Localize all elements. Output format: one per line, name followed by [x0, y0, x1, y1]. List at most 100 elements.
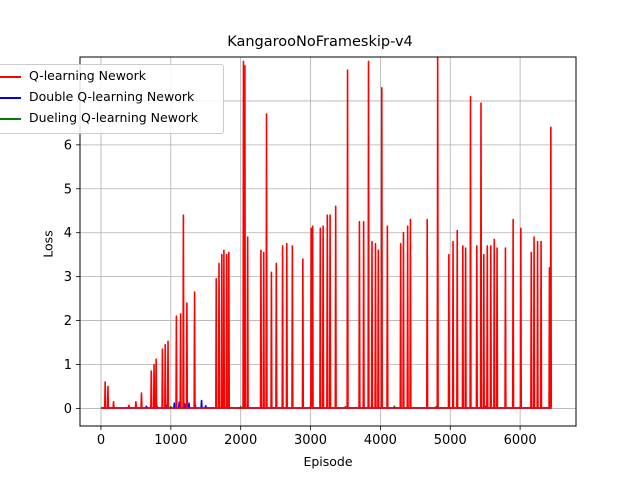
x-tick-label: 2000 [224, 433, 257, 448]
series-spike [402, 231, 405, 408]
series-spike [326, 214, 329, 408]
series-spike [519, 227, 523, 408]
legend-swatch-dueling-q-learning [0, 118, 21, 120]
series-spike [270, 271, 273, 408]
axes-frame [79, 56, 577, 427]
series-spike [539, 240, 543, 408]
series-spike [275, 262, 278, 408]
series-spike [164, 343, 167, 408]
series-spike [493, 238, 496, 408]
series-spike [489, 245, 492, 408]
legend-swatch-q-learning [0, 76, 21, 78]
tick-layer: 0 1000 2000 3000 4000 5000 6000 0 1 2 3 4 5 6 [64, 100, 537, 448]
series-spike [532, 236, 536, 408]
series-spike [549, 126, 553, 408]
series-spike [220, 253, 224, 408]
series-spike [112, 401, 115, 408]
series-spike [380, 86, 383, 408]
series-spike [406, 225, 409, 408]
series-spike [301, 258, 305, 408]
series-spike [140, 392, 143, 408]
series-spike [134, 401, 138, 408]
series-spike [426, 218, 429, 408]
series-spike [386, 225, 389, 408]
series-spike [495, 247, 499, 408]
series-spike [461, 245, 465, 408]
series-spike [227, 251, 230, 408]
series-spike [187, 402, 191, 408]
series-spike [377, 249, 380, 408]
series-spike [150, 370, 153, 408]
series-spike [242, 60, 245, 408]
legend-item-dueling-q-learning: Dueling Q-learning Nework [0, 109, 223, 129]
series-spike [486, 245, 489, 408]
series-spike [265, 113, 268, 408]
series-spike [175, 315, 178, 408]
series-spike [358, 220, 361, 408]
legend-item-double-q-learning: Double Q-learning Nework [0, 88, 223, 108]
y-tick-label: 4 [64, 226, 72, 241]
series-spike [436, 56, 439, 408]
series-spike [185, 302, 189, 408]
series-layer [100, 56, 553, 409]
series-0 [100, 56, 553, 409]
series-spike [225, 253, 228, 408]
series-spike [179, 313, 182, 408]
series-spike [145, 405, 148, 408]
series-spike [311, 225, 314, 408]
x-tick-label: 4000 [364, 433, 397, 448]
series-spike [374, 242, 377, 408]
series-spike [222, 249, 226, 408]
series-spike [193, 291, 196, 408]
series-spike [399, 242, 402, 408]
legend-label-double-q-learning: Double Q-learning Nework [29, 89, 195, 104]
series-spike [154, 358, 158, 408]
series-spike [243, 64, 247, 408]
series-spike [511, 218, 515, 408]
series-spike [182, 214, 185, 408]
series-spike [367, 60, 370, 408]
series-spike [310, 227, 313, 408]
series-spike [217, 262, 221, 408]
legend-swatch-double-q-learning [0, 97, 21, 99]
series-spike [409, 218, 412, 408]
series-spike [161, 348, 164, 408]
x-tick-label: 3000 [294, 433, 327, 448]
series-spike [152, 363, 156, 408]
series-spike [281, 245, 284, 408]
series-spike [328, 214, 332, 408]
series-spike [321, 225, 325, 408]
series-spike [291, 245, 294, 408]
series-spike [285, 242, 288, 408]
legend-item-q-learning: Q-learning Nework [0, 67, 223, 87]
y-tick-label: 2 [64, 314, 72, 329]
series-spike [346, 69, 349, 408]
series-spike [504, 247, 507, 408]
y-tick-label: 6 [64, 138, 72, 153]
series-spike [259, 249, 263, 408]
y-tick-label: 3 [64, 270, 72, 285]
series-spike [456, 229, 459, 408]
y-tick-label: 1 [64, 358, 72, 373]
series-spike [334, 205, 337, 408]
series-spike [319, 227, 322, 408]
series-spike [451, 240, 455, 408]
series-spike [246, 236, 249, 408]
series-spike [464, 247, 467, 408]
series-spike [215, 278, 218, 408]
series-spike [530, 251, 533, 408]
series-spike [173, 402, 176, 408]
series-spike [482, 253, 485, 408]
series-spike [200, 399, 203, 408]
series-spike [166, 340, 170, 408]
series-spike [362, 220, 365, 408]
x-tick-label: 0 [97, 433, 105, 448]
series-spike [536, 240, 539, 408]
series-spike [262, 251, 265, 408]
legend: Q-learning Nework Double Q-learning Newo… [0, 64, 224, 134]
series-spike [106, 385, 110, 408]
series-spike [204, 404, 207, 408]
x-tick-label: 6000 [504, 433, 537, 448]
